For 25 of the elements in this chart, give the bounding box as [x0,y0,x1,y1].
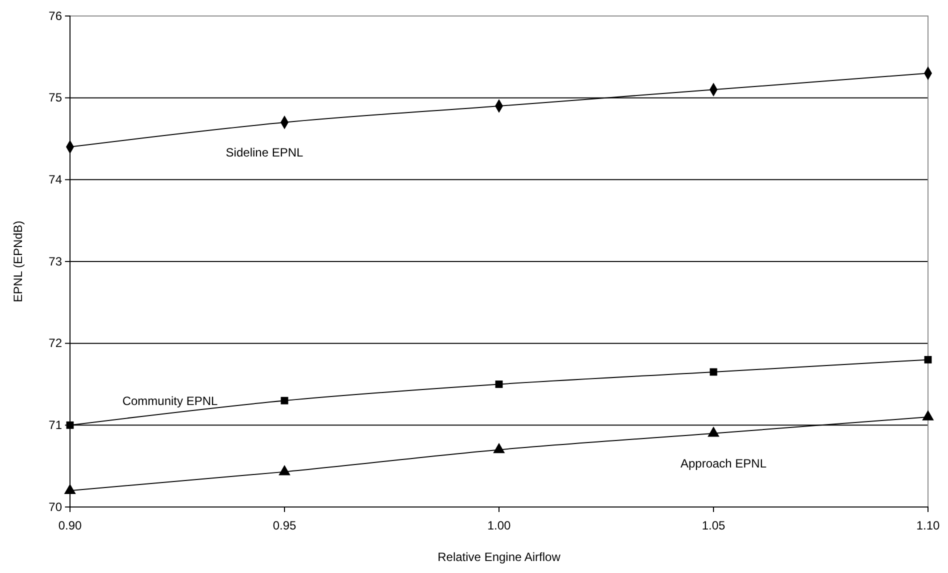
point [924,356,932,364]
y-tick-label: 70 [48,500,62,514]
x-tick-label: 1.00 [487,518,511,532]
y-tick-label: 71 [48,418,62,432]
point [64,484,76,494]
x-axis-title: Relative Engine Airflow [438,550,561,564]
x-tick-label: 1.10 [916,518,940,532]
y-tick-label: 73 [48,254,62,268]
x-tick-label: 0.90 [58,518,82,532]
x-tick-label: 0.95 [272,518,296,532]
series-label: Approach EPNL [680,456,767,470]
y-tick-label: 74 [48,172,62,187]
point [922,410,934,420]
y-tick-label: 72 [48,336,62,350]
point [708,426,720,437]
point [278,465,290,476]
y-axis-title: EPNL (EPNdB) [11,220,25,302]
point [495,380,503,388]
x-tick-label: 1.05 [702,518,726,532]
point [280,396,288,404]
y-tick-label: 76 [48,8,62,23]
point [493,442,505,454]
series-label: Sideline EPNL [226,145,304,160]
series-label: Community EPNL [122,394,218,408]
y-tick-label: 75 [48,90,62,105]
